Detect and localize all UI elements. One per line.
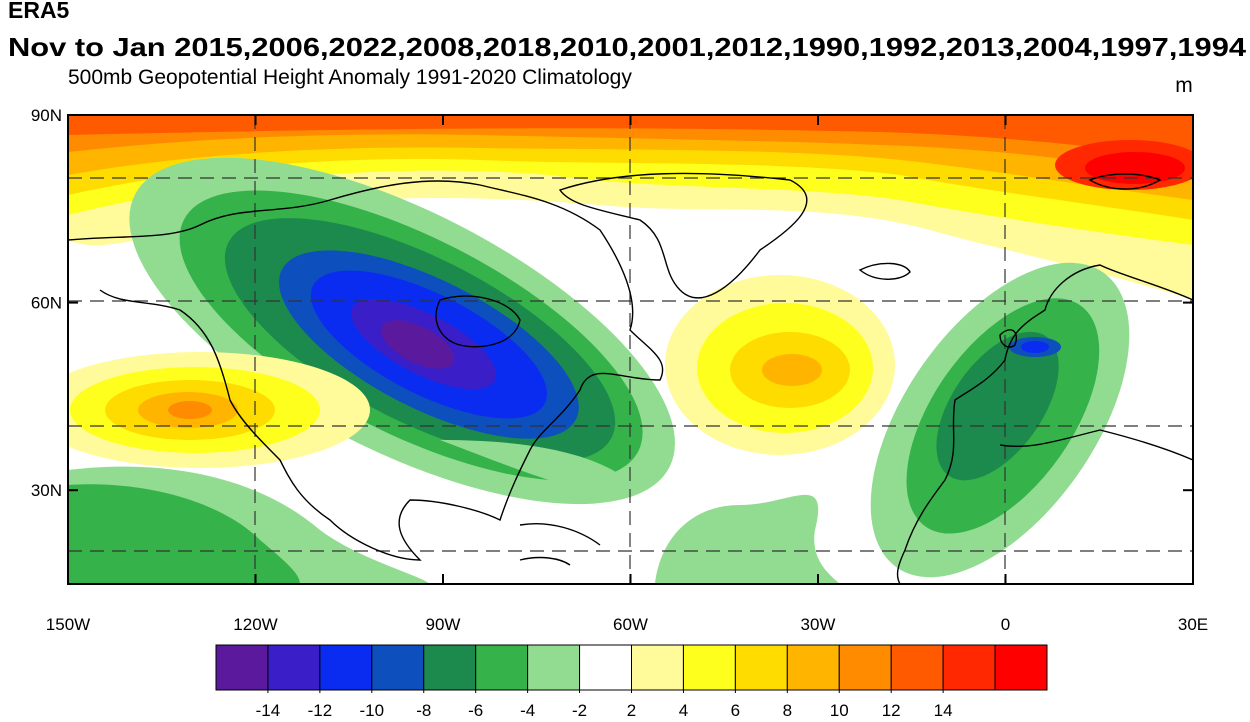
contour bbox=[168, 401, 212, 419]
x-tick-label: 60W bbox=[613, 615, 648, 634]
coastline bbox=[1088, 173, 1162, 190]
colorbar-label: -2 bbox=[572, 701, 587, 717]
colorbar-label: 10 bbox=[830, 701, 849, 717]
contour bbox=[936, 331, 1059, 481]
x-tick-label: 0 bbox=[1001, 615, 1010, 634]
colorbar-label: -4 bbox=[520, 701, 535, 717]
colorbar-box bbox=[734, 644, 788, 691]
colorbar-box bbox=[631, 644, 684, 691]
colorbar-box bbox=[423, 644, 477, 691]
colorbar-box bbox=[215, 644, 269, 691]
coastline bbox=[558, 172, 808, 299]
colorbar-label: -8 bbox=[416, 701, 431, 717]
colorbar-label: -14 bbox=[256, 701, 281, 717]
y-tick-label: 60N bbox=[31, 294, 62, 313]
contour bbox=[762, 354, 822, 386]
colorbar-label: 2 bbox=[627, 701, 636, 717]
colorbar-label: 6 bbox=[731, 701, 740, 717]
colorbar-label: -6 bbox=[468, 701, 483, 717]
colorbar-box bbox=[267, 644, 321, 691]
colorbar-box bbox=[786, 644, 840, 691]
contour bbox=[440, 440, 640, 494]
coastline bbox=[999, 329, 1017, 348]
x-tick-label: 150W bbox=[46, 615, 90, 634]
colorbar-label: -10 bbox=[360, 701, 385, 717]
colorbar-box bbox=[682, 644, 736, 691]
colorbar-box bbox=[890, 644, 944, 691]
units: m bbox=[1175, 74, 1193, 97]
colorbar-box bbox=[371, 644, 425, 691]
contour bbox=[68, 115, 1193, 160]
x-tick-label: 30E bbox=[1178, 615, 1208, 634]
coastline bbox=[519, 523, 601, 566]
coastline bbox=[435, 295, 521, 348]
coastline bbox=[68, 180, 664, 561]
left-string: 500mb Geopotential Height Anomaly 1991-2… bbox=[68, 66, 632, 89]
colorbar-box bbox=[942, 644, 996, 691]
colorbar-box bbox=[319, 644, 373, 691]
x-tick-label: 30W bbox=[801, 615, 836, 634]
colorbar-box bbox=[994, 644, 1048, 691]
x-tick-label: 120W bbox=[233, 615, 277, 634]
subtitle: Nov to Jan 2015,2006,2022,2008,2018,2010… bbox=[8, 32, 1247, 62]
contour-field bbox=[68, 115, 1193, 584]
colorbar-label: 4 bbox=[679, 701, 688, 717]
colorbar-label: 8 bbox=[783, 701, 792, 717]
contour bbox=[655, 494, 840, 584]
y-tick-label: 90N bbox=[31, 106, 62, 125]
coastline bbox=[896, 264, 1193, 584]
coastline bbox=[858, 262, 911, 280]
contour bbox=[1085, 152, 1185, 184]
y-tick-label: 30N bbox=[31, 481, 62, 500]
colorbar-label: -12 bbox=[308, 701, 333, 717]
contour bbox=[381, 320, 455, 369]
x-tick-label: 90W bbox=[426, 615, 461, 634]
colorbar-box bbox=[838, 644, 892, 691]
title: ERA5 bbox=[8, 0, 70, 23]
contour bbox=[1021, 341, 1049, 353]
colorbar-box bbox=[579, 644, 632, 691]
colorbar-box bbox=[475, 644, 529, 691]
contour bbox=[68, 484, 300, 584]
colorbar-label: 12 bbox=[882, 701, 901, 717]
colorbar-label: 14 bbox=[934, 701, 953, 717]
colorbar-box bbox=[527, 644, 581, 691]
map-overlay bbox=[68, 115, 1193, 584]
